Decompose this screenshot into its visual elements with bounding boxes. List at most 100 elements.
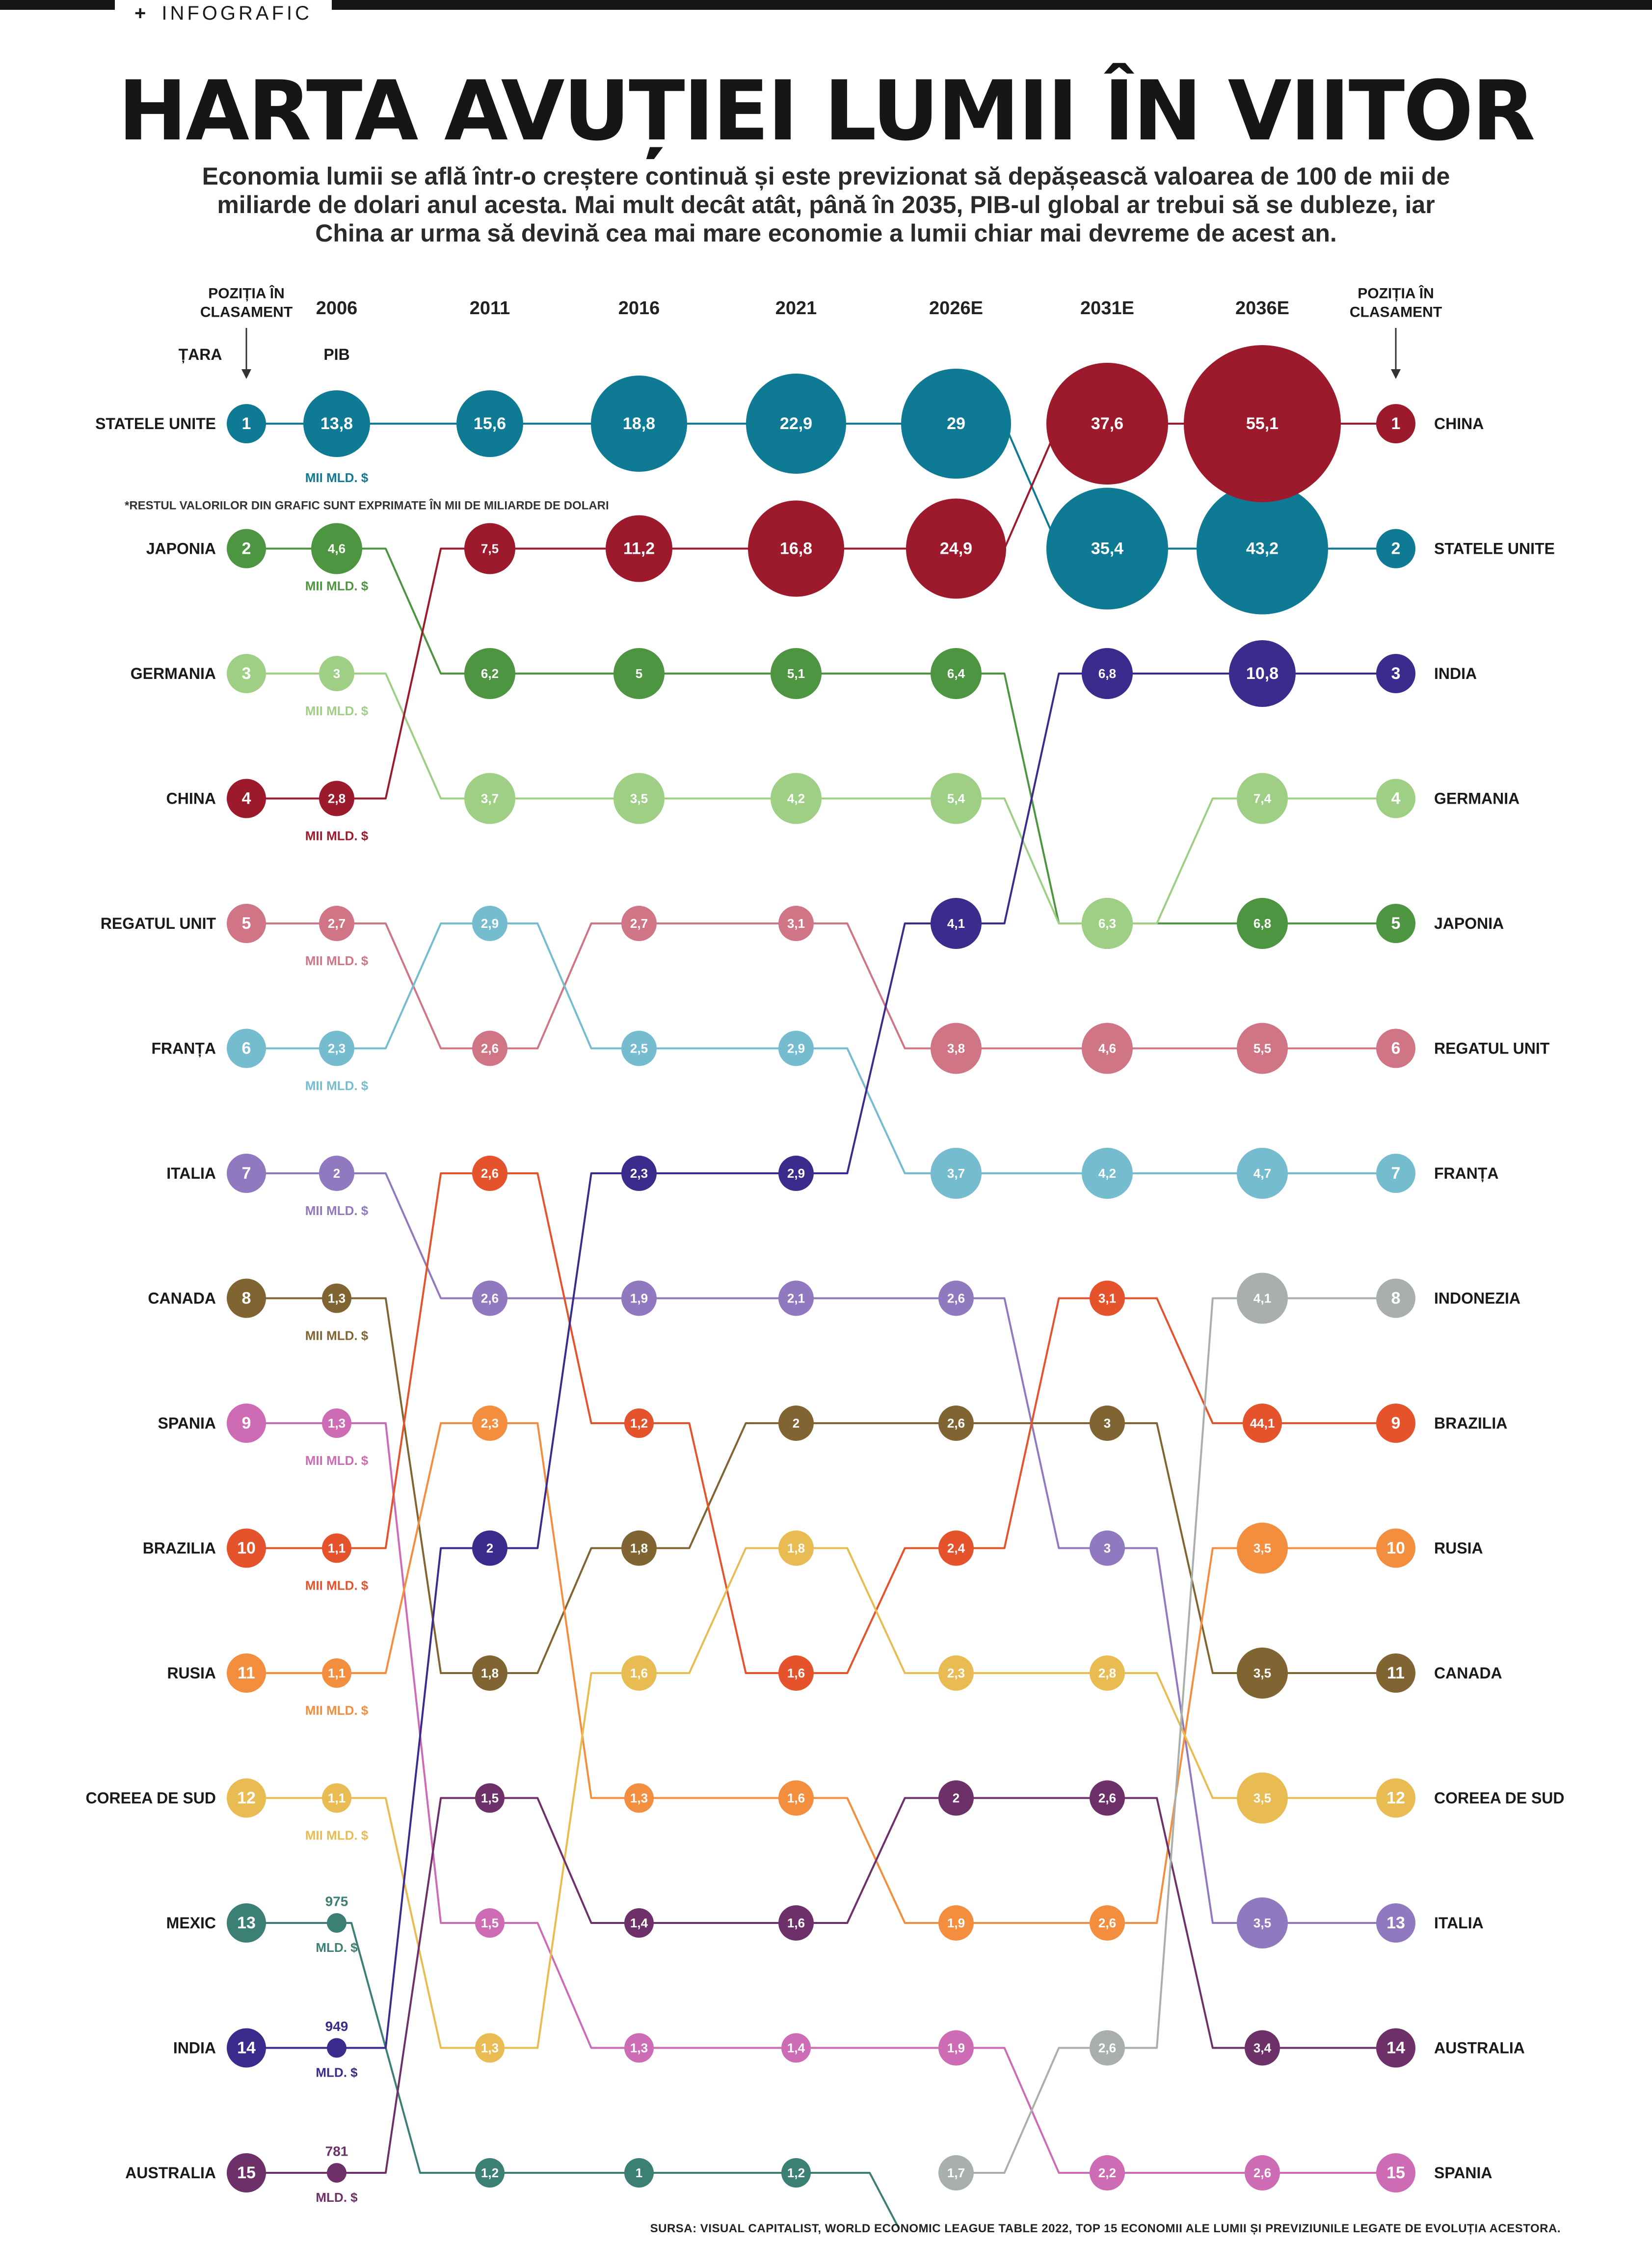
- data-label-regatul-unit: 3,1: [787, 916, 805, 931]
- data-point-franța: [931, 1148, 982, 1199]
- data-point-spania: [475, 1908, 505, 1938]
- data-point-canada: [472, 1655, 507, 1691]
- data-label-spania: 1,3: [630, 2041, 648, 2056]
- right-rank-label: 11: [1387, 1664, 1405, 1682]
- data-label-italia: 2: [333, 1166, 340, 1181]
- data-point-regatul-unit: [621, 906, 657, 941]
- data-point-china: [1184, 345, 1341, 502]
- unit-label-spania: MII MLD. $: [305, 1453, 369, 1468]
- data-label-franța: 4,2: [1098, 1166, 1116, 1181]
- data-point-canada: [322, 1283, 351, 1313]
- data-point-italia: [778, 1280, 814, 1316]
- data-label-coreea-de-sud: 1,8: [787, 1541, 805, 1556]
- data-point-franța: [1237, 1148, 1288, 1199]
- data-point-mexic: [624, 2158, 654, 2188]
- right-country-label: STATELE UNITE: [1434, 540, 1555, 558]
- country-header: ȚARA: [179, 346, 222, 363]
- right-rank-circle: [1376, 1154, 1415, 1193]
- data-label-australia: 3,4: [1253, 2041, 1272, 2056]
- data-point-germania: [931, 773, 982, 824]
- left-rank-circle: [227, 1278, 266, 1318]
- data-label-canada: 1,3: [328, 1291, 346, 1306]
- data-point-canada: [778, 1406, 814, 1441]
- data-point-franța: [1082, 1148, 1133, 1199]
- data-label-germania: 7,4: [1253, 791, 1272, 806]
- data-point-rusia: [1090, 1905, 1125, 1941]
- left-rank-label: 9: [242, 1414, 251, 1433]
- data-label-indonezia: 4,1: [1253, 1291, 1271, 1306]
- data-point-brazilia: [624, 1408, 654, 1438]
- data-point-australia: [624, 1908, 654, 1938]
- data-point-india: [621, 1156, 657, 1191]
- left-country-label: COREEA DE SUD: [85, 1789, 216, 1807]
- right-country-label: INDIA: [1434, 665, 1477, 682]
- left-rank-circle: [227, 654, 266, 693]
- data-point-brazilia: [778, 1655, 814, 1691]
- left-rank-label: 5: [242, 914, 251, 933]
- data-label-spania: 1,9: [947, 2041, 965, 2056]
- plus-icon: +: [134, 2, 149, 24]
- data-point-coreea-de-sud: [322, 1783, 351, 1813]
- series-line-coreea-de-sud: [246, 1547, 1396, 2049]
- data-label-china: 24,9: [940, 540, 972, 558]
- left-rank-label: 7: [242, 1164, 251, 1183]
- year-header-2011: 2011: [470, 298, 510, 319]
- left-country-label: JAPONIA: [146, 540, 216, 558]
- data-label-regatul-unit: 4,6: [1098, 1041, 1116, 1056]
- left-rank-circle: [227, 529, 266, 568]
- data-point-regatul-unit: [472, 1030, 507, 1066]
- data-point-mexic: [327, 1913, 346, 1933]
- unit-label-china: MII MLD. $: [305, 829, 369, 843]
- data-label-coreea-de-sud: 1,3: [481, 2041, 499, 2056]
- data-point-indonezia: [938, 2155, 974, 2191]
- data-point-franța: [319, 1030, 354, 1066]
- right-country-label: JAPONIA: [1434, 915, 1504, 932]
- data-point-canada: [1090, 1406, 1125, 1441]
- right-rank-label: 2: [1391, 540, 1401, 558]
- data-point-germania: [1082, 898, 1133, 949]
- data-label-spania: 1,5: [481, 1916, 499, 1930]
- data-label-franța: 2,3: [328, 1041, 346, 1056]
- data-label-japonia: 6,8: [1253, 916, 1271, 931]
- data-point-regatul-unit: [778, 906, 814, 941]
- left-rank-label: 15: [237, 2164, 256, 2182]
- right-country-label: INDONEZIA: [1434, 1290, 1520, 1307]
- right-rank-label: 12: [1386, 1789, 1405, 1808]
- right-country-label: ITALIA: [1434, 1914, 1484, 1932]
- rank-header-left-line1: POZIȚIA ÎN: [208, 285, 285, 302]
- data-label-statele-unite: 43,2: [1246, 540, 1279, 558]
- right-country-label: SPANIA: [1434, 2164, 1492, 2182]
- right-rank-circle: [1376, 904, 1415, 943]
- data-point-regatul-unit: [931, 1023, 982, 1074]
- data-label-italia: 1,9: [630, 1291, 648, 1306]
- left-rank-circle: [227, 2028, 266, 2068]
- data-label-germania: 3: [333, 666, 340, 681]
- data-point-china: [748, 500, 844, 597]
- left-rank-circle: [227, 1528, 266, 1568]
- data-label-australia: 2: [953, 1791, 959, 1806]
- data-label-canada: 3,5: [1253, 1666, 1271, 1680]
- right-rank-circle: [1376, 2028, 1415, 2068]
- data-label-china: 2,8: [328, 791, 346, 806]
- data-label-canada: 1,8: [630, 1541, 648, 1556]
- left-rank-circle: [227, 1028, 266, 1068]
- data-point-italia: [472, 1280, 507, 1316]
- data-label-coreea-de-sud: 1,6: [630, 1666, 648, 1680]
- right-country-label: COREEA DE SUD: [1434, 1789, 1565, 1807]
- right-country-label: FRANȚA: [1434, 1164, 1499, 1182]
- data-point-statele-unite: [1197, 483, 1328, 615]
- data-point-statele-unite: [746, 374, 846, 474]
- left-rank-label: 4: [242, 789, 251, 808]
- left-rank-label: 13: [237, 1914, 256, 1932]
- data-point-coreea-de-sud: [1090, 1655, 1125, 1691]
- data-point-germania: [1237, 773, 1288, 824]
- data-label-canada: 1,8: [481, 1666, 499, 1680]
- data-point-china: [319, 781, 354, 816]
- series-line-japonia: [246, 547, 1396, 924]
- unit-label-germania: MII MLD. $: [305, 703, 369, 718]
- data-label-australia: 1,6: [787, 1916, 805, 1930]
- data-label-statele-unite: 13,8: [320, 414, 353, 433]
- right-rank-circle: [1376, 1653, 1415, 1693]
- left-rank-circle: [227, 1903, 266, 1943]
- data-label-italia: 2,6: [481, 1291, 499, 1306]
